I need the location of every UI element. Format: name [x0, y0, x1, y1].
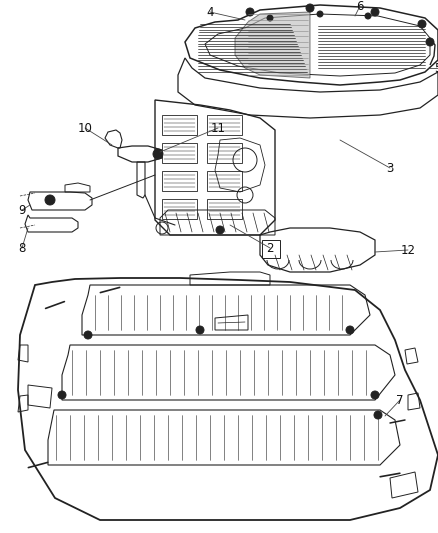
Circle shape [84, 331, 92, 339]
Circle shape [418, 20, 426, 28]
Circle shape [246, 8, 254, 16]
Circle shape [426, 38, 434, 46]
Polygon shape [235, 12, 310, 78]
Circle shape [153, 149, 163, 159]
Text: 6: 6 [356, 0, 364, 12]
Text: 2: 2 [266, 241, 274, 254]
Circle shape [371, 8, 379, 16]
Bar [207, 143, 242, 163]
Circle shape [267, 15, 273, 21]
Text: 11: 11 [211, 122, 226, 134]
Circle shape [58, 391, 66, 399]
Text: 5: 5 [434, 61, 438, 75]
Circle shape [317, 11, 323, 17]
Bar [162, 199, 197, 219]
Text: 12: 12 [400, 244, 416, 256]
Bar [262, 240, 280, 258]
Bar [162, 115, 197, 135]
Circle shape [365, 13, 371, 19]
Text: 7: 7 [396, 393, 404, 407]
Circle shape [371, 391, 379, 399]
Circle shape [216, 226, 224, 234]
Bar [162, 143, 197, 163]
Text: 10: 10 [78, 122, 92, 134]
Text: 8: 8 [18, 241, 26, 254]
Bar [162, 171, 197, 191]
Bar [207, 171, 242, 191]
Bar [207, 199, 242, 219]
Circle shape [346, 326, 354, 334]
Text: 9: 9 [18, 204, 26, 216]
Circle shape [374, 411, 382, 419]
Bar [207, 115, 242, 135]
Text: 3: 3 [386, 161, 394, 174]
Circle shape [45, 195, 55, 205]
Circle shape [196, 326, 204, 334]
Circle shape [306, 4, 314, 12]
Text: 4: 4 [206, 5, 214, 19]
